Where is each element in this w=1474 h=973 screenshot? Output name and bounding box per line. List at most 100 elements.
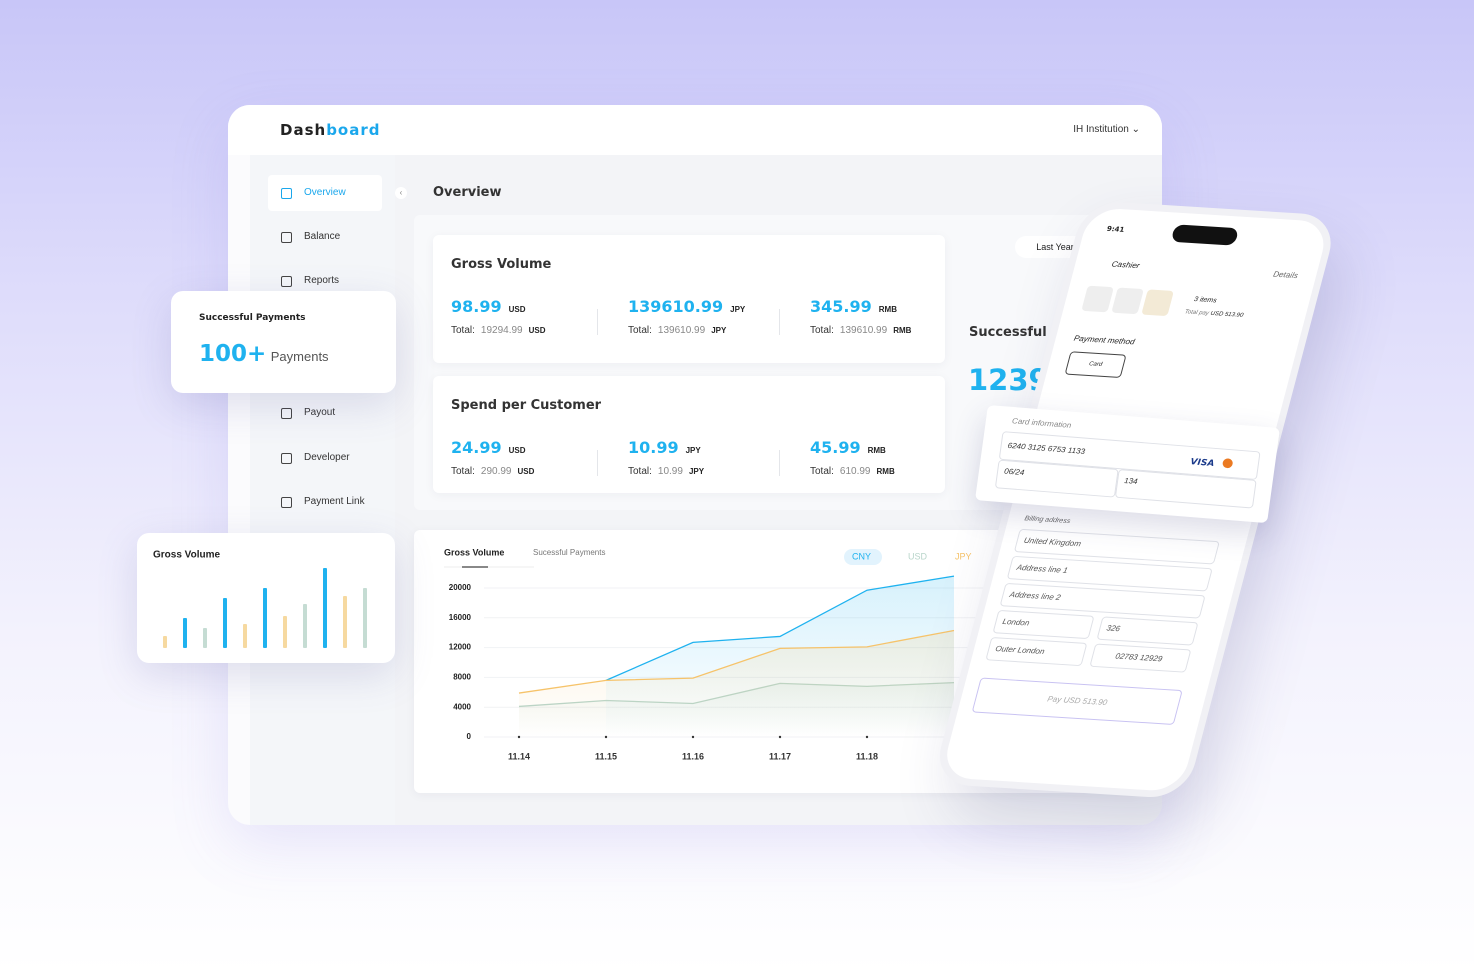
bar (323, 568, 327, 648)
sidebar-item[interactable]: Payout (268, 395, 382, 431)
product-thumb (1141, 289, 1174, 317)
legend-label[interactable]: JPY (955, 551, 972, 561)
bar (303, 604, 307, 648)
legend-label[interactable]: USD (908, 551, 928, 561)
y-tick-label: 0 (467, 732, 472, 741)
total-value: 139610.99 (839, 325, 888, 336)
pay-button[interactable]: Pay USD 513.90 (971, 677, 1183, 725)
total-currency: JPY (711, 326, 727, 335)
y-tick-label: 20000 (449, 583, 472, 592)
card-title: Spend per Customer (451, 398, 602, 413)
total-currency: RMB (893, 326, 912, 335)
field-region[interactable]: Outer London (985, 636, 1088, 667)
total-label: Total: (451, 466, 475, 477)
floating-bar-card: Gross Volume (137, 533, 395, 663)
total-value: 290.99 (480, 466, 512, 477)
total-value: 139610.99 (657, 325, 706, 336)
sidebar-item[interactable]: Balance (268, 219, 382, 255)
bar (283, 616, 287, 648)
metric-divider (779, 309, 780, 335)
floating-payments-value: 100+ (199, 341, 267, 367)
sidebar-item[interactable]: Developer (268, 440, 382, 476)
phone-details[interactable]: Details (1272, 269, 1300, 281)
sidebar-icon (281, 408, 292, 419)
bar (163, 636, 167, 648)
floating-payments-unit: Payments (270, 349, 329, 364)
sidebar-item[interactable]: Overview (268, 175, 382, 211)
legend-pill (844, 549, 882, 565)
metric-currency: RMB (878, 305, 897, 314)
product-thumb (1111, 287, 1144, 315)
total-label: Total: (810, 466, 834, 477)
total-value: 10.99 (657, 466, 683, 477)
chart-tab[interactable]: Gross Volume (444, 547, 504, 557)
y-tick-label: 4000 (453, 702, 471, 711)
metric-amount: 24.99 (451, 438, 502, 457)
metric-amount: 345.99 (810, 297, 872, 316)
sidebar (250, 155, 395, 825)
bar (223, 598, 227, 648)
field-postcode[interactable]: 326 (1096, 616, 1199, 646)
card-button[interactable]: Card (1064, 351, 1127, 378)
floating-payments-card: Successful Payments 100+ Payments (171, 291, 396, 393)
bar (343, 596, 347, 648)
x-tick-label: 11.15 (595, 751, 617, 761)
sidebar-icon (281, 188, 292, 199)
line-chart: Gross Volume Sucessful Payments 0 4000 8000 1… (444, 547, 1140, 761)
sidebar-label: Overview (304, 187, 346, 198)
series-line (518, 629, 955, 694)
total-currency: RMB (876, 467, 895, 476)
metric-divider (597, 309, 598, 335)
header (228, 105, 1162, 155)
total-label: Total: (628, 325, 652, 336)
metric-amount-row: 98.99 USD (451, 297, 526, 317)
phone-time: 9:41 (1105, 224, 1126, 234)
metric-amount-row: 24.99 USD (451, 438, 526, 458)
field-city[interactable]: London (992, 609, 1095, 640)
metric-divider (779, 450, 780, 476)
metric-currency: JPY (730, 305, 746, 314)
metric-card: Spend per Customer 24.99 USD Total: 290.99 US… (433, 376, 945, 493)
x-tick-label: 11.18 (856, 751, 878, 761)
legend-label[interactable]: CNY (852, 551, 871, 561)
area-shade (519, 630, 954, 737)
bar (263, 588, 267, 648)
x-tick-label: 11.16 (682, 751, 704, 761)
metric-card: Gross Volume 98.99 USD Total: 19294.99 USD 139… (433, 235, 945, 363)
bar (363, 588, 367, 648)
sidebar-item[interactable]: Reports (268, 263, 382, 299)
account-menu[interactable]: IH Institution ⌄ (1073, 124, 1140, 135)
metric-amount-row: 10.99 JPY (628, 438, 701, 458)
card-title: Gross Volume (451, 257, 552, 272)
metric-total-row: Total: 19294.99 USD (451, 325, 546, 336)
metric-divider (597, 450, 598, 476)
x-tick-label: 11.14 (508, 751, 530, 761)
total-label: Total: (810, 325, 834, 336)
metric-amount: 10.99 (628, 438, 679, 457)
metric-currency: RMB (867, 446, 886, 455)
dashboard-panel: Dashboard IH Institution ⌄ ‹ Overview La… (228, 105, 1162, 825)
total-currency: USD (528, 326, 546, 335)
metric-total-row: Total: 290.99 USD (451, 466, 534, 477)
metric-amount: 98.99 (451, 297, 502, 316)
metric-total-row: Total: 610.99 RMB (810, 466, 895, 477)
x-tick-label: 11.17 (769, 751, 791, 761)
metric-amount-row: 139610.99 JPY (628, 297, 745, 317)
logo: Dashboard (280, 121, 381, 139)
collapse-button[interactable]: ‹ (395, 187, 407, 199)
sidebar-item[interactable]: Payment Link (268, 484, 382, 520)
phone-items: 3 items (1193, 296, 1218, 305)
sidebar-icon (281, 276, 292, 287)
total-label: Total: (628, 466, 652, 477)
chart-tab[interactable]: Sucessful Payments (533, 548, 605, 557)
logo-accent: board (326, 121, 381, 139)
field-phone[interactable]: 02783 12929 (1089, 643, 1192, 673)
phone-total: Total pay USD 513.90 (1184, 309, 1244, 318)
total-label: Total pay (1183, 309, 1210, 317)
sidebar-label: Balance (304, 231, 341, 242)
account-name: IH Institution (1073, 124, 1129, 135)
metric-amount-row: 45.99 RMB (810, 438, 886, 458)
total-value: USD 513.90 (1209, 310, 1244, 319)
phone-title: Cashier (1110, 259, 1141, 271)
